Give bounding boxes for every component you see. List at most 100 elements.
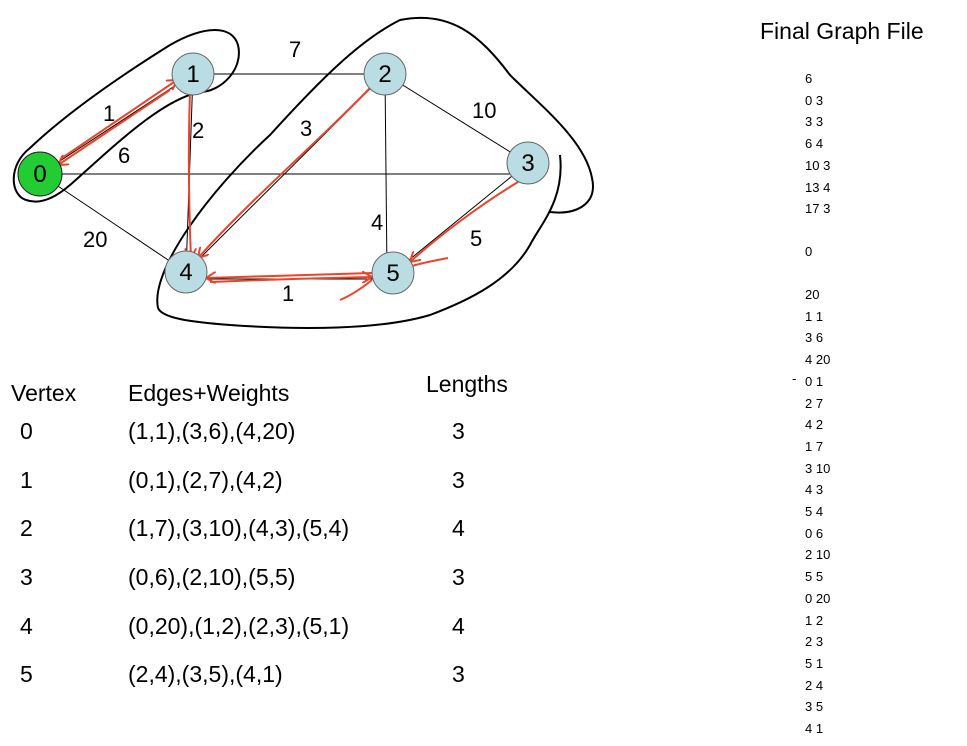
row-length: 4 xyxy=(452,515,465,541)
region-outlines xyxy=(12,16,594,329)
row-vertex: 1 xyxy=(20,467,33,493)
file-line: 5 1 xyxy=(805,655,824,671)
edge-2-3 xyxy=(384,73,529,164)
vertex-3-circle xyxy=(506,141,550,185)
file-line: 4 20 xyxy=(805,352,831,368)
vertex-2: 2 xyxy=(363,52,407,96)
weight-0-3: 6 xyxy=(118,143,130,168)
file-line: 2 10 xyxy=(805,547,831,563)
vertex-3-label: 3 xyxy=(521,150,534,177)
row-length: 4 xyxy=(452,613,465,639)
red-arrow-0-1 xyxy=(61,80,177,159)
file-line: 13 4 xyxy=(805,179,831,195)
weight-2-4: 3 xyxy=(300,116,312,141)
file-line: 6 xyxy=(805,71,813,86)
weight-0-4: 20 xyxy=(83,227,107,252)
file-line: 1 1 xyxy=(805,308,824,324)
row-edges: (0,20),(1,2),(2,3),(5,1) xyxy=(128,613,350,639)
vertex-0-label: 0 xyxy=(33,161,46,188)
vertex-4-circle xyxy=(164,250,208,294)
red-arrow-1-0 xyxy=(58,89,171,165)
row-edges: (1,7),(3,10),(4,3),(5,4) xyxy=(128,515,350,541)
row-length: 3 xyxy=(452,564,465,590)
file-line: 1 7 xyxy=(805,438,824,454)
file-line: 0 1 xyxy=(805,373,824,389)
highlighted-paths xyxy=(58,80,519,301)
edge-2-5 xyxy=(384,73,388,274)
red-arrow-4-5 xyxy=(209,277,372,282)
vertex-4: 4 xyxy=(164,250,208,294)
row-length: 3 xyxy=(452,467,465,493)
row-length: 3 xyxy=(452,661,465,687)
row-edges: (2,4),(3,5),(4,1) xyxy=(128,661,283,687)
edge-0-1 xyxy=(39,73,194,175)
file-title: Final Graph File xyxy=(760,18,924,44)
vertex-2-label: 2 xyxy=(378,61,391,88)
weight-3-5: 5 xyxy=(470,226,482,251)
row-length: 3 xyxy=(452,418,465,444)
file-line: 10 3 xyxy=(805,157,831,173)
weight-4-5: 1 xyxy=(282,281,294,306)
vertex-1-circle xyxy=(171,52,215,96)
row-vertex: 2 xyxy=(20,515,33,541)
vertex-0-circle xyxy=(17,151,63,197)
vertex-5-circle xyxy=(371,251,415,295)
red-stroke-5-tail xyxy=(339,279,373,301)
weight-2-5: 4 xyxy=(371,210,383,235)
weight-1-2: 7 xyxy=(289,37,301,62)
header-vertex: Vertex xyxy=(11,380,77,406)
vertex-0: 0 xyxy=(17,151,63,197)
file-line: 4 3 xyxy=(805,482,824,498)
row-edges: (1,1),(3,6),(4,20) xyxy=(128,418,296,444)
weight-0-1: 1 xyxy=(103,101,115,126)
file-line: 17 3 xyxy=(805,201,831,217)
row-vertex: 0 xyxy=(20,418,33,444)
file-line: 4 1 xyxy=(805,721,824,736)
vertex-5-label: 5 xyxy=(386,260,399,287)
file-line: 3 5 xyxy=(805,699,824,715)
vertex-1: 1 xyxy=(171,52,215,96)
file-line: 3 6 xyxy=(805,330,824,346)
file-line: 4 2 xyxy=(805,417,824,433)
file-line: 0 20 xyxy=(805,590,831,606)
file-line: 0 6 xyxy=(805,525,824,541)
graph-vertices: 0 1 2 3 4 5 xyxy=(17,52,550,295)
file-line: 20 xyxy=(805,287,820,302)
file-line: 6 4 xyxy=(805,136,824,152)
header-lengths: Lengths xyxy=(426,371,508,397)
file-line: 2 3 xyxy=(805,634,824,650)
row-edges: (0,6),(2,10),(5,5) xyxy=(128,564,296,590)
file-line: 2 4 xyxy=(805,677,824,693)
vertex-3: 3 xyxy=(506,141,550,185)
edge-3-5 xyxy=(392,162,529,274)
weight-2-3: 10 xyxy=(472,98,496,123)
row-edges: (0,1),(2,7),(4,2) xyxy=(128,467,283,493)
vertex-1-label: 1 xyxy=(186,61,199,88)
vertex-2-circle xyxy=(363,52,407,96)
red-arrow-5-4 xyxy=(206,273,373,278)
row-vertex: 4 xyxy=(20,613,33,639)
file-line: 3 10 xyxy=(805,460,831,476)
edge-0-4 xyxy=(39,173,187,273)
file-line: 5 5 xyxy=(805,569,824,585)
row-vertex: 3 xyxy=(20,564,33,590)
row-vertex: 5 xyxy=(20,661,33,687)
file-line: 0 3 xyxy=(805,92,824,108)
file-marker: - xyxy=(792,371,797,386)
red-stroke-3-tail xyxy=(411,257,449,267)
file-line: 3 3 xyxy=(805,114,824,130)
region-outline-right xyxy=(156,16,594,329)
red-arrow-3-5 xyxy=(410,181,519,262)
red-arrow-2-4 xyxy=(198,87,371,258)
weight-1-4: 2 xyxy=(192,118,204,143)
vertex-4-label: 4 xyxy=(179,259,192,286)
file-line: 2 7 xyxy=(805,395,824,411)
file-line: 5 4 xyxy=(805,504,824,519)
region-outline-left xyxy=(12,29,240,203)
file-line: 1 2 xyxy=(805,612,824,628)
vertex-5: 5 xyxy=(371,251,415,295)
red-arrow-1-4 xyxy=(189,91,191,258)
file-line: 0 xyxy=(805,244,813,259)
header-edges: Edges+Weights xyxy=(128,380,290,406)
